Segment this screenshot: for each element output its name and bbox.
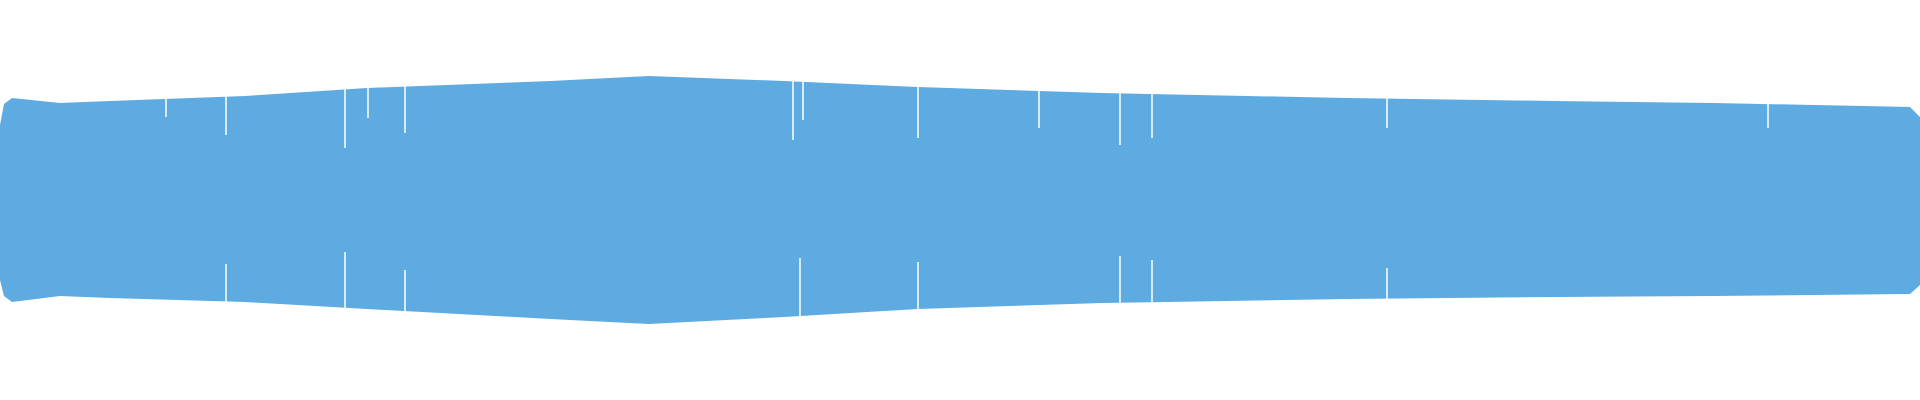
waveform-dips — [165, 78, 1769, 318]
waveform — [0, 76, 1920, 324]
